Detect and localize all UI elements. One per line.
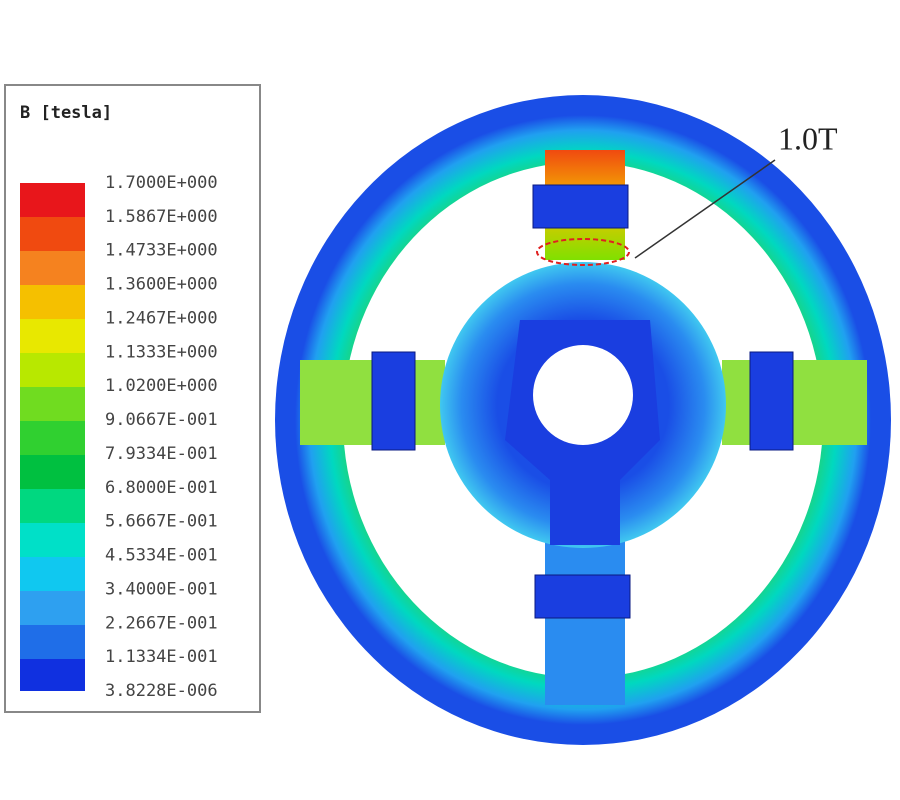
stator-tooth (545, 540, 625, 705)
coil (534, 574, 631, 619)
swatch (20, 319, 85, 353)
legend-label: 2.2667E-001 (105, 613, 218, 633)
swatch (20, 421, 85, 455)
legend-label: 1.5867E+000 (105, 207, 218, 227)
legend-label: 3.8228E-006 (105, 681, 218, 701)
swatch (20, 489, 85, 523)
legend-label: 7.9334E-001 (105, 444, 218, 464)
annotation-line (634, 159, 776, 259)
legend-label: 4.5334E-001 (105, 546, 218, 566)
swatch (20, 523, 85, 557)
swatch (20, 285, 85, 319)
swatch (20, 183, 85, 217)
swatch (20, 659, 85, 691)
annotation-text: 1.0T (778, 120, 838, 156)
legend-label: 3.4000E-001 (105, 579, 218, 599)
legend-label: 9.0667E-001 (105, 410, 218, 430)
swatch (20, 455, 85, 489)
swatch (20, 591, 85, 625)
swatch (20, 387, 85, 421)
coil (532, 184, 629, 229)
swatch (20, 625, 85, 659)
coil (749, 351, 794, 451)
shaft-hole (533, 345, 633, 445)
legend-labels: 1.7000E+000 1.5867E+000 1.4733E+000 1.3600E… (105, 173, 218, 701)
highlight-ellipse (536, 238, 630, 266)
swatch (20, 353, 85, 387)
legend-label: 1.3600E+000 (105, 275, 218, 295)
legend-label: 1.0200E+000 (105, 376, 218, 396)
legend-swatches (20, 183, 85, 691)
legend-label: 1.7000E+000 (105, 173, 218, 193)
legend-label: 1.4733E+000 (105, 241, 218, 261)
swatch (20, 251, 85, 285)
legend-title: B [tesla] (20, 103, 112, 123)
stator-tooth (722, 360, 867, 445)
legend-label: 1.2467E+000 (105, 308, 218, 328)
legend-label: 5.6667E-001 (105, 512, 218, 532)
swatch (20, 557, 85, 591)
swatch (20, 217, 85, 251)
legend-label: 1.1334E-001 (105, 647, 218, 667)
coil (371, 351, 416, 451)
legend-label: 6.8000E-001 (105, 478, 218, 498)
legend-label: 1.1333E+000 (105, 342, 218, 362)
